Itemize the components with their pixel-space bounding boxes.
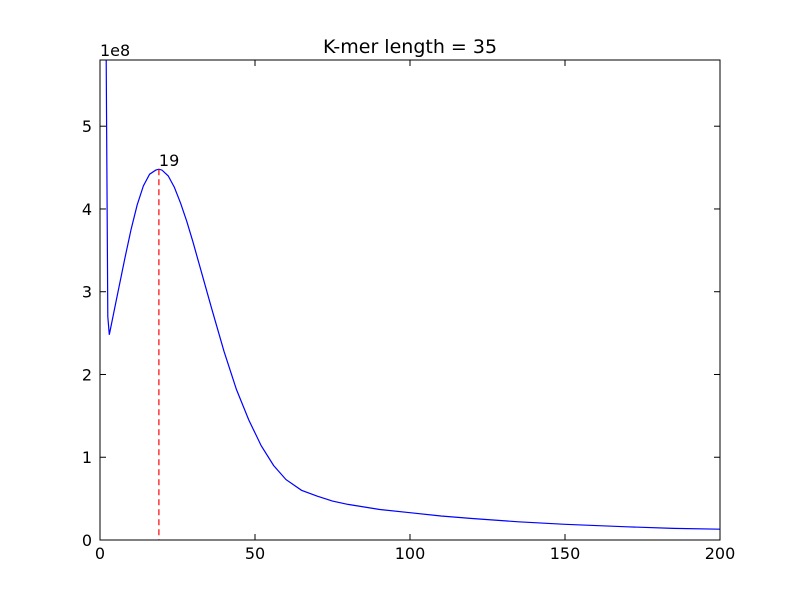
series-line-0: [105, 60, 720, 530]
plot-area: 19 0 50 100 150 200 0 1 2 3 4 5: [82, 60, 735, 563]
x-tick-label: 100: [395, 544, 426, 563]
chart-title: K-mer length = 35: [323, 36, 497, 58]
x-tick-label: 150: [550, 544, 581, 563]
axes-frame: [99, 59, 721, 541]
y-tick-label: 4: [82, 200, 92, 219]
y-tick-label: 3: [82, 283, 92, 302]
x-tick-label: 200: [705, 544, 736, 563]
x-tick-label: 50: [245, 544, 265, 563]
marker-label: 19: [159, 151, 179, 170]
y-tick-label: 5: [82, 117, 92, 136]
y-tick-label: 2: [82, 365, 92, 384]
y-tick-label: 0: [82, 531, 92, 550]
y-tick-label: 1: [82, 448, 92, 467]
y-offset-label: 1e8: [100, 41, 130, 60]
x-tick-label: 0: [95, 544, 105, 563]
